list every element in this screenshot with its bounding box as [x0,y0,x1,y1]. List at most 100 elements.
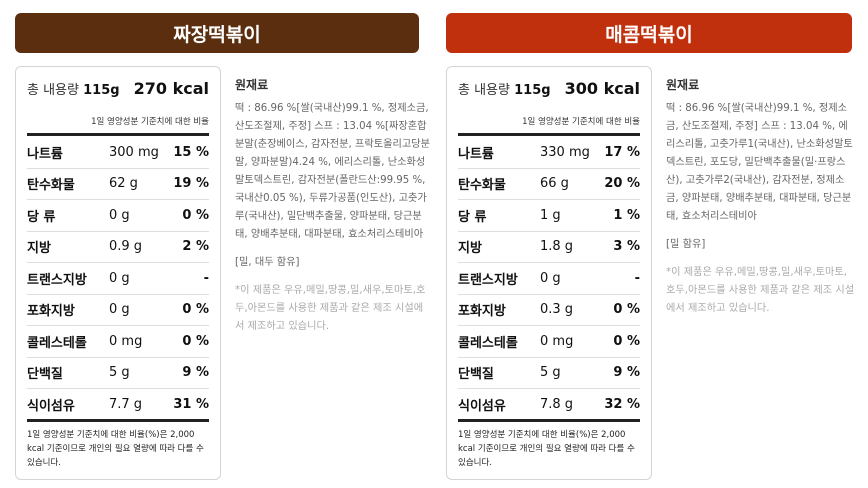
total-content-row: 총 내용량 115g 300 kcal [458,79,640,103]
nutrient-percent: - [203,270,209,286]
nutrient-value: 62 g [109,176,138,192]
nutrition-facts-card: 총 내용량 115g 300 kcal 1일 영양성분 기준치에 대한 비율 나… [446,66,652,480]
total-amount: 115g [83,83,120,98]
nutrient-name: 당 류 [27,209,56,225]
nutrient-name: 단백질 [458,367,494,383]
ingredients-heading: 원재료 [666,78,700,92]
nutrient-name: 콜레스테롤 [27,335,87,351]
nutrient-name: 포화지방 [458,304,506,320]
nutrient-percent: - [634,270,640,286]
facility-note: *이 제품은 우유,메밀,땅콩,밀,새우,토마토,호두,아몬드를 사용한 제품과… [666,267,855,314]
nutrient-value: 330 mg [540,144,590,160]
nutrient-name: 나트륨 [27,146,63,162]
nutrient-value: 0.3 g [540,302,574,318]
nutrient-value: 0 g [109,302,130,318]
nutrient-name: 탄수화물 [27,178,75,194]
allergy-info: [밀 함유] [666,239,706,250]
nutrient-row: 탄수화물 62 g 19 % [27,169,209,200]
kcal-value: 300 kcal [564,79,640,98]
nutrient-percent: 32 % [604,396,640,412]
product-title-banner: 짜장떡볶이 [15,13,419,53]
nutrient-row: 트랜스지방 0 g - [458,263,640,295]
total-content-row: 총 내용량 115g 270 kcal [27,79,209,103]
divider [27,133,209,136]
nutrient-table: 나트륨 330 mg 17 % 탄수화물 66 g 20 % 당 류 1 g 1 % 지방 1… [458,137,640,420]
nutrient-percent: 0 % [182,333,209,349]
nutrient-name: 콜레스테롤 [458,335,518,351]
nutrient-row: 포화지방 0 g 0 % [27,295,209,326]
nutrient-value: 0 g [109,207,130,223]
ingredients-text: 떡 : 86.96 %[쌀(국내산)99.1 %, 정제소금, 산도조절제, 주… [235,103,431,240]
nutrient-name: 당 류 [458,209,487,225]
nutrient-percent: 0 % [182,207,209,223]
nutrient-row: 탄수화물 66 g 20 % [458,169,640,200]
footnote: 1일 영양성분 기준치에 대한 비율(%)은 2,000 kcal 기준이므로 … [27,430,204,468]
nutrient-name: 식이섬유 [458,398,506,414]
nutrient-row: 당 류 0 g 0 % [27,200,209,232]
nutrient-row: 나트륨 300 mg 15 % [27,137,209,169]
nutrition-facts-card: 총 내용량 115g 270 kcal 1일 영양성분 기준치에 대한 비율 나… [15,66,221,480]
ingredients-section: 원재료 떡 : 86.96 %[쌀(국내산)99.1 %, 정제소금, 산도조절… [235,76,430,336]
nutrient-row: 지방 0.9 g 2 % [27,232,209,263]
nutrient-row: 당 류 1 g 1 % [458,200,640,232]
nutrient-row: 식이섬유 7.7 g 31 % [27,389,209,420]
divider [27,419,209,422]
nutrient-percent: 9 % [613,365,640,381]
nutrient-name: 식이섬유 [27,398,75,414]
nutrient-value: 0.9 g [109,239,143,255]
nutrient-percent: 0 % [613,302,640,318]
nutrient-table: 나트륨 300 mg 15 % 탄수화물 62 g 19 % 당 류 0 g 0 % 지방 0… [27,137,209,420]
nutrient-row: 지방 1.8 g 3 % [458,232,640,263]
ingredients-section: 원재료 떡 : 86.96 %[쌀(국내산)99.1 %, 정제소금, 산도조절… [666,76,856,318]
nutrient-value: 0 mg [109,333,143,349]
nutrient-value: 0 g [109,270,130,286]
nutrient-row: 트랜스지방 0 g - [27,263,209,295]
product-title: 짜장떡볶이 [173,23,261,46]
kcal-value: 270 kcal [133,79,209,98]
ingredients-text: 떡 : 86.96 %[쌀(국내산)99.1 %, 정제소금, 산도조절제, 주… [666,103,853,222]
nutrient-percent: 0 % [182,302,209,318]
nutrient-value: 0 g [540,270,561,286]
total-label: 총 내용량 [458,83,510,98]
nutrient-row: 식이섬유 7.8 g 32 % [458,389,640,420]
allergy-info: [밀, 대두 함유] [235,257,300,268]
ingredients-heading: 원재료 [235,78,269,92]
nutrient-row: 콜레스테롤 0 mg 0 % [458,326,640,358]
nutrient-value: 0 mg [540,333,574,349]
nutrient-name: 지방 [27,241,51,257]
nutrient-percent: 19 % [173,176,209,192]
total-label: 총 내용량 [27,83,79,98]
nutrient-percent: 0 % [613,333,640,349]
nutrient-value: 7.7 g [109,396,143,412]
nutrient-value: 300 mg [109,144,159,160]
daily-value-note: 1일 영양성분 기준치에 대한 비율 [522,117,640,127]
product-title-banner: 매콤떡볶이 [446,13,852,53]
product-title: 매콤떡볶이 [605,23,693,46]
daily-value-note: 1일 영양성분 기준치에 대한 비율 [91,117,209,127]
nutrient-percent: 9 % [182,365,209,381]
nutrient-value: 7.8 g [540,396,574,412]
facility-note: *이 제품은 우유,메밀,땅콩,밀,새우,토마토,호두,아몬드를 사용한 제품과… [235,285,426,332]
nutrient-value: 5 g [540,365,561,381]
nutrient-row: 나트륨 330 mg 17 % [458,137,640,169]
nutrient-value: 66 g [540,176,569,192]
nutrient-percent: 31 % [173,396,209,412]
nutrient-percent: 20 % [604,176,640,192]
nutrient-percent: 2 % [182,239,209,255]
product-panel-spicy: 매콤떡볶이 총 내용량 115g 300 kcal 1일 영양성분 기준치에 대… [446,0,866,488]
divider [458,419,640,422]
nutrient-name: 나트륨 [458,146,494,162]
nutrient-name: 단백질 [27,367,63,383]
product-panel-jjajang: 짜장떡볶이 총 내용량 115g 270 kcal 1일 영양성분 기준치에 대… [15,0,435,488]
footnote: 1일 영양성분 기준치에 대한 비율(%)은 2,000 kcal 기준이므로 … [458,430,635,468]
nutrient-row: 콜레스테롤 0 mg 0 % [27,326,209,358]
nutrient-name: 트랜스지방 [458,272,518,288]
nutrient-row: 단백질 5 g 9 % [458,358,640,389]
nutrient-row: 단백질 5 g 9 % [27,358,209,389]
nutrient-name: 포화지방 [27,304,75,320]
nutrient-percent: 17 % [604,144,640,160]
nutrient-row: 포화지방 0.3 g 0 % [458,295,640,326]
divider [458,133,640,136]
nutrient-percent: 3 % [613,239,640,255]
nutrient-value: 1.8 g [540,239,574,255]
